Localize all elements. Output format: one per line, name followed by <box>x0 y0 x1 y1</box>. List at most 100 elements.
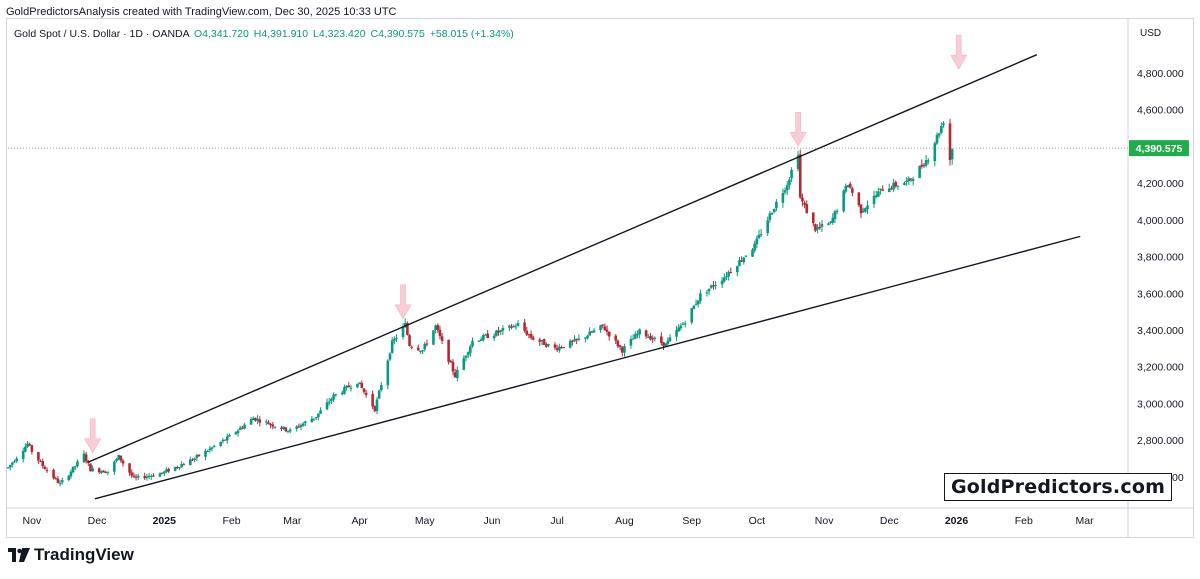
candle-body <box>920 164 924 167</box>
candle-body <box>82 453 86 463</box>
candle-body <box>24 446 27 452</box>
candle-body <box>562 347 565 349</box>
candle-body <box>180 464 183 468</box>
candle-body <box>712 285 715 287</box>
candle-body <box>13 461 16 463</box>
candle-body <box>43 466 47 470</box>
candle-body <box>638 329 641 335</box>
candle-body <box>176 467 179 469</box>
candle-body <box>651 338 654 340</box>
candle-body <box>317 413 320 418</box>
time-axis-tick-label: Jun <box>484 515 501 527</box>
candle-body <box>553 344 557 348</box>
last-price-badge <box>1129 140 1189 157</box>
candle-body <box>332 394 335 400</box>
candle-body <box>410 346 414 348</box>
tradingview-icon <box>8 548 30 562</box>
candle-body <box>542 339 546 345</box>
candle-body <box>588 331 592 336</box>
candle-body <box>440 336 444 341</box>
candle-body <box>935 134 939 144</box>
candle-body <box>759 234 763 236</box>
candle-body <box>644 330 648 337</box>
candle-body <box>115 458 118 462</box>
candle-body <box>844 185 848 192</box>
candle-body <box>620 347 624 353</box>
candle-body <box>664 343 667 347</box>
candle-body <box>516 323 520 326</box>
candle-body <box>182 464 186 466</box>
time-axis-tick-label: Feb <box>223 515 241 527</box>
trendline-upper[interactable] <box>88 54 1038 463</box>
candle-body <box>8 464 12 468</box>
candle-body <box>586 335 589 339</box>
candle-body <box>390 340 394 353</box>
candle-body <box>903 182 906 186</box>
candle-body <box>204 450 207 457</box>
candle-body <box>371 393 374 407</box>
candle-body <box>742 257 746 262</box>
candle-body <box>106 471 110 473</box>
close-value: C4,390.575 <box>370 28 425 40</box>
candle-body <box>577 338 581 340</box>
time-axis-tick-label: Aug <box>615 515 634 527</box>
currency-label[interactable]: USD <box>1140 28 1162 39</box>
price-axis-tick-label: 3,200.000 <box>1137 362 1184 374</box>
candle-body <box>805 204 809 214</box>
down-arrow-marker[interactable] <box>789 111 807 147</box>
candle-body <box>568 340 572 348</box>
candle-body <box>492 335 496 339</box>
candle-body <box>130 472 134 476</box>
candle-body <box>818 226 822 228</box>
candle-body <box>271 424 275 427</box>
candle-body <box>221 439 225 442</box>
candle-body <box>679 325 683 329</box>
candle-body <box>590 331 594 333</box>
candle-body <box>811 212 815 224</box>
candle-body <box>423 343 427 350</box>
candle-body <box>288 429 292 432</box>
candle-body <box>26 443 29 447</box>
candle-body <box>319 410 322 414</box>
time-axis-tick-label: Nov <box>815 515 834 527</box>
candle-body <box>584 337 587 339</box>
candle-body <box>887 188 891 193</box>
candle-body <box>212 445 216 447</box>
candle-body <box>243 424 246 429</box>
candle-body <box>30 445 34 452</box>
tradingview-logo[interactable]: TradingView <box>8 545 134 565</box>
symbol-info-bar: Gold Spot / U.S. Dollar · 1D · OANDA O4,… <box>14 28 514 40</box>
down-arrow-marker[interactable] <box>950 34 968 70</box>
candle-body <box>375 399 379 412</box>
candle-body <box>874 195 878 198</box>
candle-body <box>15 458 18 462</box>
trendline-lower[interactable] <box>94 235 1081 500</box>
candle-body <box>310 418 314 423</box>
candle-body <box>558 346 561 351</box>
candle-body <box>768 213 772 220</box>
candle-body <box>340 392 344 395</box>
candle-body <box>147 475 151 477</box>
symbol-name[interactable]: Gold Spot / U.S. Dollar · 1D · OANDA <box>14 28 190 40</box>
candle-body <box>909 178 913 180</box>
candle-body <box>286 430 290 432</box>
candle-body <box>835 210 839 212</box>
candle-body <box>69 471 73 477</box>
down-arrow-marker[interactable] <box>84 418 102 454</box>
candle-body <box>273 426 277 428</box>
candle-body <box>471 340 474 347</box>
candle-body <box>861 210 865 213</box>
candle-body <box>258 419 262 423</box>
candle-body <box>280 427 283 429</box>
candle-body <box>510 326 513 328</box>
candle-body <box>662 342 665 346</box>
down-arrow-marker[interactable] <box>394 284 412 320</box>
candle-body <box>84 454 88 462</box>
candle-body <box>499 330 503 332</box>
candle-body <box>421 350 424 352</box>
candle-body <box>851 188 854 193</box>
candle-body <box>149 475 153 477</box>
candle-body <box>73 466 77 468</box>
candle-body <box>690 308 694 323</box>
